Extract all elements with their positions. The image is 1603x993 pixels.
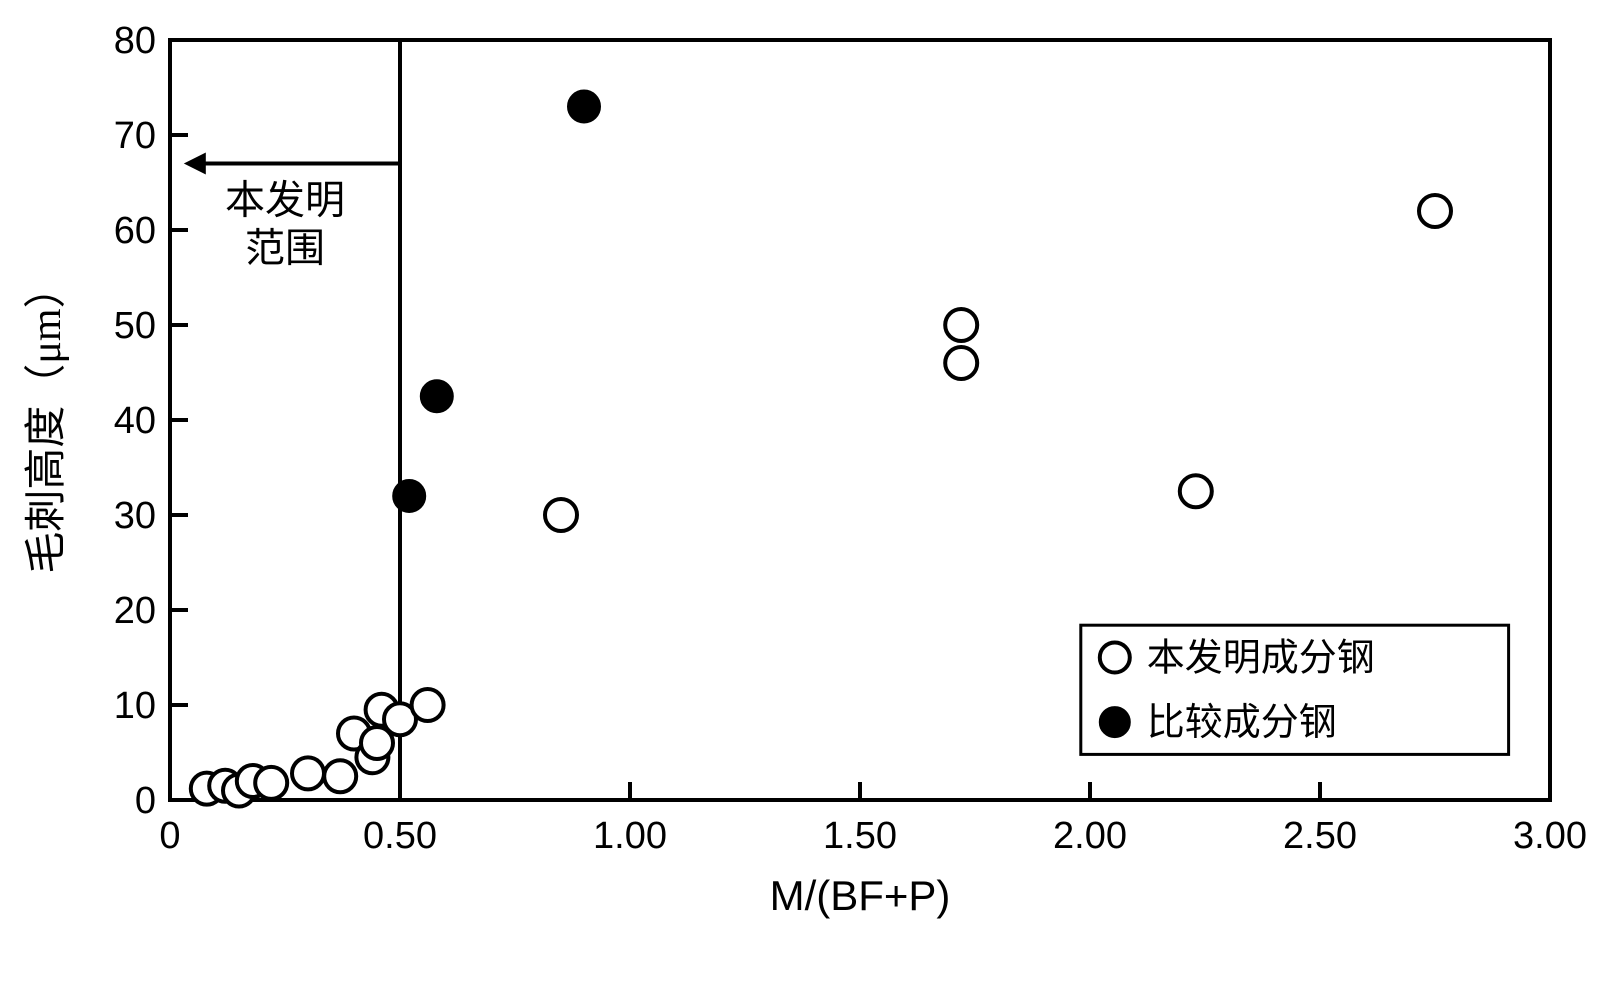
y-axis-label: 毛刺高度（μm） (24, 266, 70, 573)
data-point (292, 757, 324, 789)
scatter-chart: 0 0.50 1.00 1.50 2.00 2.50 3.00 0 10 20 30 40 50 60 70… (0, 0, 1603, 993)
annotation-text-line1: 本发明 (225, 178, 345, 223)
xtick-label: 1.50 (823, 815, 897, 857)
data-point (1180, 475, 1212, 507)
legend-label: 比较成分钢 (1147, 702, 1337, 744)
x-axis-label: M/(BF+P) (770, 872, 951, 919)
ytick-label: 0 (135, 780, 156, 822)
annotation-arrow-head (184, 153, 206, 175)
xtick-label: 2.00 (1053, 815, 1127, 857)
ytick-label: 10 (114, 685, 156, 727)
data-point (255, 767, 287, 799)
ytick-label: 60 (114, 210, 156, 252)
xtick-label: 1.00 (593, 815, 667, 857)
data-point (393, 480, 425, 512)
xtick-label: 0.50 (363, 815, 437, 857)
data-point (412, 689, 444, 721)
legend-label: 本发明成分钢 (1147, 638, 1375, 680)
ytick-label: 50 (114, 305, 156, 347)
ytick-label: 20 (114, 590, 156, 632)
data-point (945, 347, 977, 379)
series-comparison-steel (393, 91, 600, 513)
data-point (545, 499, 577, 531)
annotation-text-line2: 范围 (245, 226, 325, 271)
data-point (324, 760, 356, 792)
data-point (568, 91, 600, 123)
data-point (1419, 195, 1451, 227)
ytick-label: 70 (114, 115, 156, 157)
ytick-label: 30 (114, 495, 156, 537)
legend-marker-filled (1100, 707, 1130, 737)
xtick-label: 0 (159, 815, 180, 857)
legend-marker-open (1100, 643, 1130, 673)
data-point (945, 309, 977, 341)
xtick-label: 3.00 (1513, 815, 1587, 857)
data-point (421, 380, 453, 412)
xtick-label: 2.50 (1283, 815, 1357, 857)
ytick-label: 40 (114, 400, 156, 442)
ytick-label: 80 (114, 20, 156, 62)
